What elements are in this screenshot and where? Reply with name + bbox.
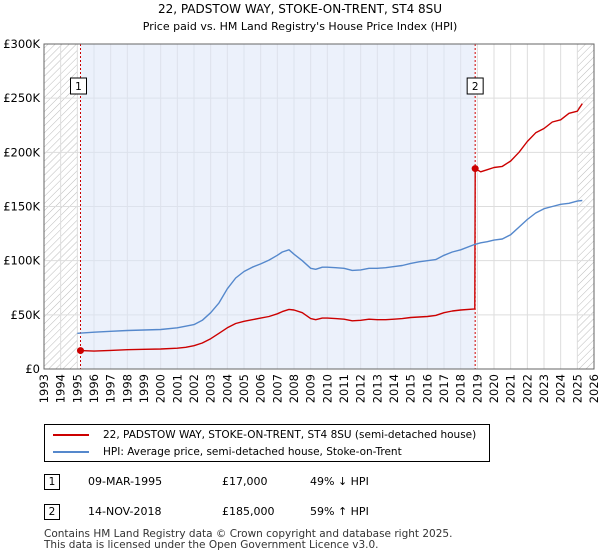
x-tick-label: 2000 [154,374,168,403]
x-tick-label: 2003 [204,374,218,403]
sale-hpi-2: 59% ↑ HPI [310,505,369,518]
x-tick-label: 1995 [70,374,84,403]
x-tick-label: 2013 [370,374,384,403]
x-tick-label: 2002 [187,374,201,403]
sale-point-1 [77,347,84,355]
x-tick-label: 2006 [254,374,268,403]
y-tick-label: £0 [25,362,40,376]
footer-copyright: Contains HM Land Registry data © Crown c… [44,528,453,540]
x-tick-label: 2001 [170,374,184,403]
x-tick-label: 2007 [270,374,284,403]
price-chart: 22, PADSTOW WAY, STOKE-ON-TRENT, ST4 8SU… [3,2,600,403]
sale-marker-box-2 [466,77,484,95]
y-tick-label: £200K [3,145,40,159]
sale-marker-label-2: 2 [472,81,479,93]
footer: Contains HM Land Registry data © Crown c… [44,529,452,551]
x-tick-label: 2014 [387,374,401,403]
chart-subtitle: Price paid vs. HM Land Registry's House … [143,20,458,33]
x-tick-label: 1994 [54,374,68,403]
legend-label-property: 22, PADSTOW WAY, STOKE-ON-TRENT, ST4 8SU… [103,429,477,441]
x-tick-label: 1996 [87,374,101,403]
sale-point-2 [471,165,479,173]
sale-badge-1: 1 [44,474,60,490]
x-tick-label: 2005 [237,374,251,403]
x-tick-label: 2026 [587,374,600,403]
legend-label-hpi: HPI: Average price, semi-detached house,… [103,446,402,458]
sale-marker-box-1 [70,77,87,95]
y-tick-label: £250K [3,91,40,105]
x-tick-label: 2010 [320,374,334,403]
sale-badge-2: 2 [44,504,60,520]
y-tick-label: £50K [11,308,41,322]
legend-swatch-hpi [53,451,89,453]
x-tick-label: 2004 [220,374,234,403]
y-tick-label: £300K [3,37,40,51]
y-tick-label: £150K [3,200,40,214]
x-tick-label: 2020 [487,374,501,403]
sale-price-1: £17,000 [222,475,268,488]
x-tick-label: 2009 [304,374,318,403]
x-tick-label: 2025 [570,374,584,403]
sale-date-1: 09-MAR-1995 [88,475,163,488]
x-tick-label: 1998 [120,374,134,403]
legend: 22, PADSTOW WAY, STOKE-ON-TRENT, ST4 8SU… [44,424,490,462]
x-tick-label: 2017 [437,374,451,403]
x-tick-label: 2011 [337,374,351,403]
x-tick-label: 2021 [504,374,518,403]
x-tick-label: 2016 [420,374,434,403]
x-tick-label: 2018 [454,374,468,403]
sale-hpi-1: 49% ↓ HPI [310,475,369,488]
sale-price-2: £185,000 [222,505,275,518]
chart-title: 22, PADSTOW WAY, STOKE-ON-TRENT, ST4 8SU [158,2,442,16]
plot-border [43,43,595,370]
legend-item-property: 22, PADSTOW WAY, STOKE-ON-TRENT, ST4 8SU… [53,426,476,444]
x-tick-label: 2024 [554,374,568,403]
x-tick-label: 2019 [470,374,484,403]
ownership-band-1 [80,44,476,369]
legend-swatch-property [53,434,89,436]
x-tick-label: 1999 [137,374,151,403]
property-price-line [80,103,583,352]
y-tick-label: £100K [3,254,40,268]
sale-marker-label-1: 1 [75,81,82,93]
sale-date-2: 14-NOV-2018 [88,505,162,518]
x-tick-label: 1993 [37,374,51,403]
hpi-line [77,199,583,334]
x-tick-label: 2022 [520,374,534,403]
footer-licence: This data is licensed under the Open Gov… [44,539,379,551]
x-tick-label: 2012 [354,374,368,403]
x-tick-label: 1997 [104,374,118,403]
x-tick-label: 2008 [287,374,301,403]
legend-item-hpi: HPI: Average price, semi-detached house,… [53,443,402,461]
x-tick-label: 2015 [404,374,418,403]
x-tick-label: 2023 [537,374,551,403]
